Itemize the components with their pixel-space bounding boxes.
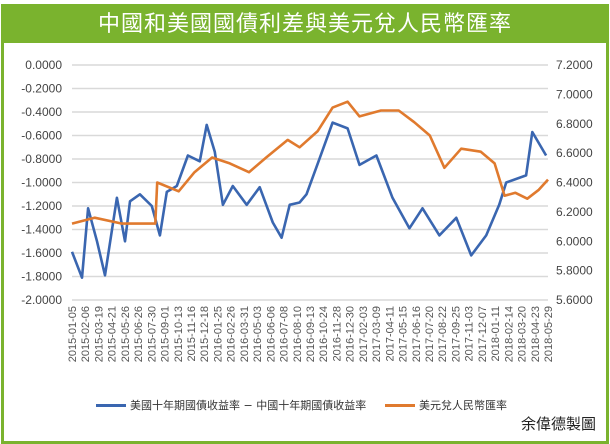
legend-item-fx: 美元兌人民幣匯率 — [385, 397, 507, 413]
x-tick-label: 2018-04-23 — [530, 306, 542, 362]
y-right-tick-label: 6.0000 — [556, 234, 593, 248]
spread-series-line — [70, 121, 548, 280]
y-right-tick-label: 7.2000 — [556, 58, 593, 72]
x-tick-label: 2015-06-26 — [133, 306, 145, 362]
legend-label-fx: 美元兌人民幣匯率 — [419, 399, 507, 412]
x-tick-label: 2018-05-29 — [543, 306, 555, 362]
y-left-tick-label: -0.4000 — [21, 105, 62, 119]
y-right-tick-label: 6.6000 — [556, 146, 593, 160]
credit-text: 余偉德製圖 — [520, 415, 596, 433]
y-right-tick-label: 5.8000 — [556, 264, 593, 278]
x-tick-label: 2016-03-31 — [239, 306, 251, 362]
x-tick-label: 2016-08-10 — [292, 306, 304, 362]
x-tick-label: 2015-04-21 — [107, 306, 119, 362]
x-tick-label: 2015-05-26 — [120, 306, 132, 362]
y-left-tick-label: -1.6000 — [21, 246, 62, 260]
legend-swatch-blue — [96, 403, 126, 407]
x-tick-label: 2017-03-09 — [371, 306, 383, 362]
x-tick-label: 2016-06-06 — [265, 306, 277, 362]
x-tick-label: 2015-01-05 — [67, 306, 79, 362]
x-tick-label: 2017-09-25 — [450, 306, 462, 362]
x-tick-label: 2015-09-01 — [160, 306, 172, 362]
x-tick-label: 2016-10-24 — [318, 306, 330, 362]
y-right-tick-label: 6.4000 — [556, 176, 593, 190]
x-tick-label: 2016-12-30 — [345, 306, 357, 362]
y-left-tick-label: 0.0000 — [25, 58, 62, 72]
chart-frame: 中國和美國國債利差與美元兌人民幣匯率 — [1, 4, 609, 444]
x-tick-label: 2017-08-22 — [437, 306, 449, 362]
x-tick-label: 2016-05-03 — [252, 306, 264, 362]
y-left-tick-label: -1.4000 — [21, 223, 62, 237]
x-tick-label: 2017-02-03 — [358, 306, 370, 362]
y-left-tick-label: -0.2000 — [21, 82, 62, 96]
chart-title: 中國和美國國債利差與美元兌人民幣匯率 — [4, 7, 606, 43]
y-left-tick-label: -0.8000 — [21, 152, 62, 166]
y-right-tick-label: 5.6000 — [556, 293, 593, 307]
legend-swatch-orange — [385, 403, 415, 407]
x-tick-label: 2017-07-20 — [424, 306, 436, 362]
x-tick-label: 2016-01-25 — [212, 306, 224, 362]
x-tick-label: 2017-06-16 — [411, 306, 423, 362]
y-right-tick-label: 6.2000 — [556, 205, 593, 219]
legend-item-spread: 美國十年期國債收益率 − 中國十年期國債收益率 — [96, 397, 366, 413]
x-tick-label: 2018-03-20 — [517, 306, 529, 362]
x-tick-label: 2015-03-19 — [93, 306, 105, 362]
x-tick-label: 2015-07-30 — [146, 306, 158, 362]
y-left-tick-label: -0.6000 — [21, 129, 62, 143]
y-right-tick-label: 6.8000 — [556, 117, 593, 131]
x-tick-label: 2016-09-13 — [305, 306, 317, 362]
x-tick-label: 2017-04-11 — [384, 306, 396, 361]
fx-series-line — [71, 100, 549, 225]
x-tick-label: 2017-05-15 — [398, 306, 410, 362]
x-tick-label: 2015-11-16 — [186, 306, 198, 361]
x-tick-label: 2017-12-07 — [477, 306, 489, 362]
y-left-tick-label: -2.0000 — [21, 293, 62, 307]
x-tick-label: 2015-02-06 — [80, 306, 92, 362]
x-tick-label: 2017-11-03 — [464, 306, 476, 361]
x-tick-label: 2015-12-18 — [199, 306, 211, 362]
x-tick-label: 2018-02-14 — [503, 306, 515, 362]
y-left-tick-label: -1.2000 — [21, 199, 62, 213]
x-tick-label: 2018-01-11 — [490, 306, 502, 361]
x-tick-label: 2016-11-28 — [331, 306, 343, 361]
x-tick-label: 2016-07-08 — [279, 306, 291, 362]
y-left-tick-label: -1.0000 — [21, 176, 62, 190]
y-right-tick-label: 7.0000 — [556, 87, 593, 101]
x-tick-label: 2016-02-26 — [226, 306, 238, 362]
y-left-tick-label: -1.8000 — [21, 270, 62, 284]
x-tick-label: 2015-10-13 — [173, 306, 185, 362]
legend-label-spread: 美國十年期國債收益率 − 中國十年期國債收益率 — [130, 399, 367, 412]
